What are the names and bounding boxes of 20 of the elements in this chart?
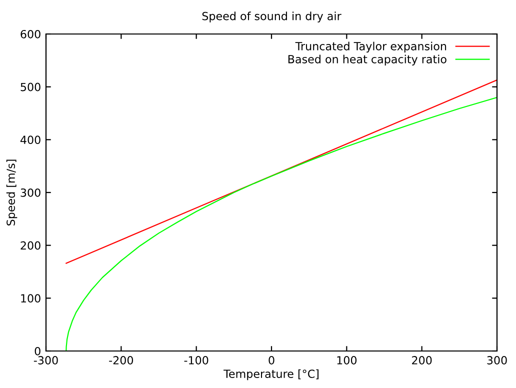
x-tick-label: 200 [412,356,432,364]
x-tick-label: 300 [487,356,507,364]
x-tick-label: 100 [337,356,357,364]
chart-title: Speed of sound in dry air [202,12,342,22]
y-tick-label: 0 [34,346,40,356]
x-tick-label: -100 [184,356,208,364]
y-tick-label: 400 [20,136,40,144]
y-tick-label: 600 [20,30,40,38]
y-tick-label: 100 [21,294,40,303]
x-tick-label: -300 [34,356,58,364]
x-axis-title: Temperature [°C] [224,369,318,380]
x-tick-label: -200 [109,356,134,364]
y-tick-label: 300 [20,188,40,197]
x-tick-label: 0 [268,356,274,364]
legend-label: Based on heat capacity ratio [288,54,446,66]
legend-label: Truncated Taylor expansion [295,42,446,53]
line-series [66,96,497,351]
y-axis-title: Speed [m/s] [6,160,18,226]
y-tick-label: 200 [20,241,40,250]
y-tick-label: 500 [20,82,40,92]
